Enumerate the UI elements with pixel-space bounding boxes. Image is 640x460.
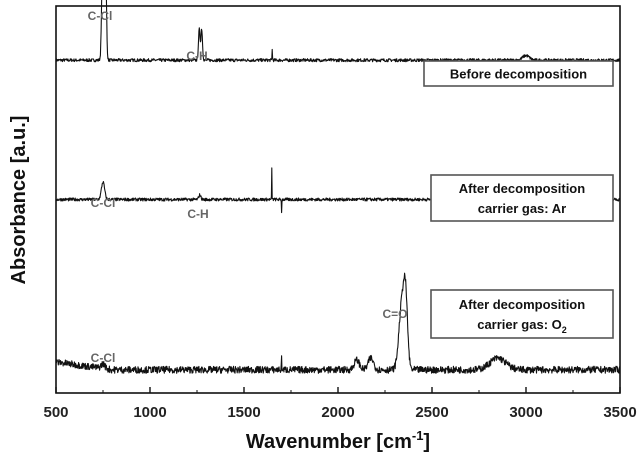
legend-box-2: [430, 174, 614, 222]
x-tick-label-3500: 3500: [603, 404, 636, 421]
peak-label-c-cl-2: C-Cl: [91, 196, 116, 210]
legend-text-1-1: Before decomposition: [450, 67, 587, 82]
spectrum-line-1: [55, 0, 621, 63]
peak-label-c-h-2: C-H: [187, 207, 208, 221]
x-axis-ticks: [55, 387, 621, 393]
peak-labels: C-Cl C-H C-Cl C-H C-Cl C=O: [88, 9, 408, 365]
legend-boxes: Before decomposition After decomposition c…: [423, 60, 614, 339]
legend-box-1: [423, 60, 614, 87]
x-axis-tick-labels: 500 1000 1500 2000 2500 3000 3500: [43, 404, 636, 421]
x-axis-title-suffix: ]: [423, 431, 430, 453]
legend-subscript: 2: [562, 325, 567, 335]
x-axis-title-main: Wavenumber [cm: [246, 431, 412, 453]
spectrum-line-3: [55, 272, 621, 374]
legend-text-2-2: carrier gas: Ar: [478, 201, 566, 216]
peak-label-c-h-1: C-H: [186, 49, 207, 63]
legend-text-2-1: After decomposition: [459, 181, 585, 196]
x-tick-label-3000: 3000: [509, 404, 542, 421]
peak-label-c-cl-3: C-Cl: [91, 351, 116, 365]
x-tick-label-1500: 1500: [227, 404, 260, 421]
legend-box-3: [430, 289, 614, 339]
x-axis-title-superscript: -1: [412, 428, 424, 443]
x-tick-label-2500: 2500: [415, 404, 448, 421]
x-tick-label-1000: 1000: [133, 404, 166, 421]
legend-text-3-2: carrier gas: O2: [477, 317, 567, 335]
x-axis-title: Wavenumber [cm-1]: [246, 428, 430, 453]
x-tick-label-2000: 2000: [321, 404, 354, 421]
x-tick-label-500: 500: [43, 404, 68, 421]
legend-text-3-1: After decomposition: [459, 297, 585, 312]
y-axis-title: Absorbance [a.u.]: [8, 116, 30, 285]
peak-label-c-cl-1: C-Cl: [88, 9, 113, 23]
peak-label-c-o-3: C=O: [382, 307, 407, 321]
